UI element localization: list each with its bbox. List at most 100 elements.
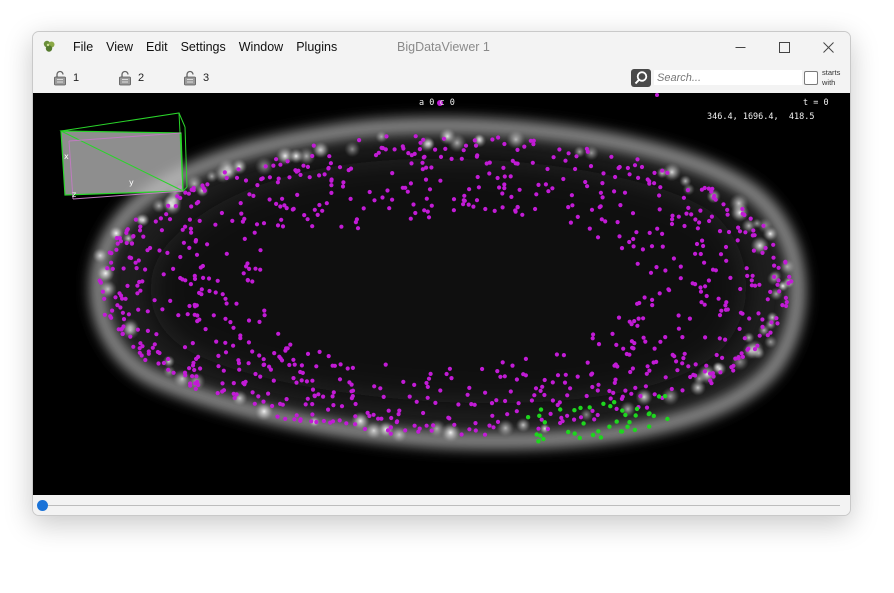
menu-window[interactable]: Window [238,40,284,54]
tracked-spot [550,380,555,385]
starts-with-checkbox[interactable] [804,71,818,85]
source-group-2[interactable]: 2 [118,69,144,87]
selected-spot [647,411,652,416]
tracked-spot [234,301,239,306]
tracked-spot [303,402,308,407]
tracked-spot [192,302,197,307]
tracked-spot [536,182,541,187]
tracked-spot [584,393,589,399]
tracked-spot [724,300,729,305]
tracked-spot [691,372,696,377]
tracked-spot [258,374,263,379]
tracked-spot [186,191,191,196]
tracked-spot [387,206,392,211]
tracked-spot [321,418,326,424]
tracked-spot [733,356,738,361]
tracked-spot [117,235,122,241]
tracked-spot [267,175,272,180]
tracked-spot [757,282,762,287]
image-viewer-canvas[interactable]: x y z a 0 c 0 t = 0 346.4, 1696.4, 418.5 [33,93,850,495]
source-group-3[interactable]: 3 [183,69,209,87]
tracked-spot [187,217,192,222]
tracked-spot [158,216,163,221]
tracked-spot [474,198,480,203]
tracked-spot [761,223,766,228]
tracked-spot [192,367,197,373]
tracked-spot [498,374,503,379]
tracked-spot [717,313,723,318]
tracked-spot [417,426,422,431]
tracked-spot [136,258,141,263]
tracked-spot [190,341,195,346]
source-group-1[interactable]: 1 [53,69,79,87]
menu-file[interactable]: File [73,40,94,54]
tracked-spot [497,185,502,190]
tracked-spot [663,268,668,273]
menu-bar: File View Edit Settings Window Plugins [67,32,344,62]
tracked-spot [508,174,513,179]
tracked-spot [740,311,745,316]
tracked-spot [669,221,675,227]
tracked-spot [372,198,377,203]
tracked-spot [390,197,395,202]
tracked-spot [385,428,391,433]
embryo-scene: x y z [59,93,806,450]
tracked-spot [300,370,305,375]
tracked-spot [555,402,560,408]
selected-spot [656,394,662,399]
tracked-spot [126,312,131,317]
tracked-spot [615,220,620,225]
tracked-spot [350,394,355,399]
search-input[interactable] [654,70,802,85]
tracked-spot [737,326,742,331]
menu-settings[interactable]: Settings [180,40,226,54]
tracked-spot [338,362,343,367]
tracked-spot [424,196,429,201]
minimize-button[interactable] [718,32,762,62]
tracked-spot [644,371,649,376]
tracked-spot [751,248,757,253]
tracked-spot [331,390,336,395]
tracked-spot [625,165,631,171]
tracked-spot [231,381,236,386]
tracked-spot [667,288,672,293]
tracked-spot [178,275,183,281]
tracked-spot [299,378,304,383]
maximize-button[interactable] [762,32,806,62]
menu-edit[interactable]: Edit [146,40,168,54]
timepoint-slider-handle[interactable] [37,500,48,511]
tracked-spot [496,135,501,140]
tracked-spot [381,394,386,399]
timepoint-slider-track[interactable] [42,505,840,506]
search-button[interactable] [631,69,651,87]
tracked-spot [676,326,682,331]
tracked-spot [459,156,464,161]
tracked-spot [100,289,105,294]
tracked-spot [124,230,129,235]
menu-plugins[interactable]: Plugins [296,40,338,54]
tracked-spot [128,334,133,339]
tracked-spot [704,293,709,299]
tracked-spot [133,217,138,222]
tracked-spot [718,370,723,375]
tracked-spot [388,425,393,430]
tracked-spot [645,364,650,369]
tracked-spot [145,248,150,253]
menu-view[interactable]: View [106,40,134,54]
tracked-spot [339,224,344,229]
tracked-spot [340,184,346,189]
tracked-spot [686,364,691,369]
tracked-spot [502,374,507,379]
tracked-spot [751,228,756,233]
tracked-spot [288,342,293,347]
tracked-spot [152,342,157,347]
tracked-spot [138,224,143,229]
selected-spot [625,424,630,429]
tracked-spot [647,368,652,373]
close-button[interactable] [806,32,850,62]
nucleus-glow [92,247,108,264]
tracked-spot [155,349,160,355]
tracked-spot [304,379,309,384]
nucleus-glow [496,419,515,437]
tracked-spot [487,171,492,176]
